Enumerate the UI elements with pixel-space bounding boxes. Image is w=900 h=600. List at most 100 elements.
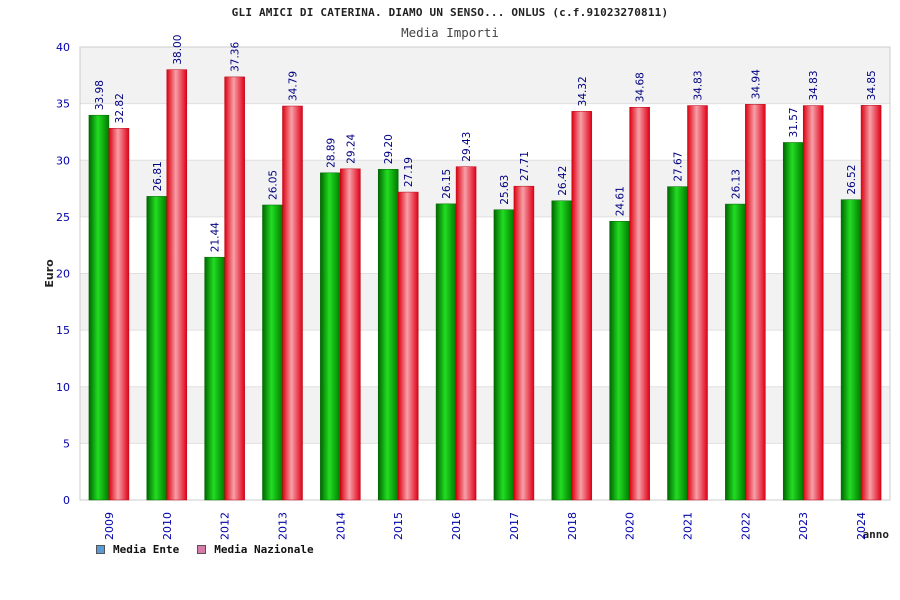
data-label: 27.19 xyxy=(403,157,415,187)
data-label: 34.79 xyxy=(288,71,300,101)
grid-band xyxy=(80,273,890,331)
x-tick-label: 2015 xyxy=(392,512,405,540)
grid-band xyxy=(80,443,890,500)
x-tick-label: 2014 xyxy=(334,512,347,540)
bar-media-nazionale xyxy=(802,105,824,501)
bar-media-nazionale xyxy=(166,69,188,501)
legend-swatch-nazionale xyxy=(197,545,207,554)
data-label: 24.61 xyxy=(615,186,627,216)
y-tick-label: 30 xyxy=(56,154,70,167)
bar-media-nazionale xyxy=(108,128,130,501)
x-tick-label: 2016 xyxy=(450,512,463,540)
data-label: 34.83 xyxy=(808,70,820,100)
y-tick-label: 40 xyxy=(56,41,70,54)
x-tick-label: 2018 xyxy=(566,512,579,540)
bar-media-ente xyxy=(667,186,688,501)
x-axis-label: anno xyxy=(863,528,890,541)
chart-title: GLI AMICI DI CATERINA. DIAMO UN SENSO...… xyxy=(231,6,669,19)
x-tick-label: 2017 xyxy=(508,512,521,540)
grid-band xyxy=(80,330,890,387)
legend-item-nazionale: Media Nazionale xyxy=(197,543,314,556)
grid-band xyxy=(80,160,890,217)
legend-label-nazionale: Media Nazionale xyxy=(214,543,314,556)
data-label: 26.42 xyxy=(557,166,569,196)
x-tick-label: 2020 xyxy=(624,512,637,540)
chart-subtitle: Media Importi xyxy=(401,25,499,40)
x-tick-label: 2013 xyxy=(277,512,290,540)
y-tick-label: 0 xyxy=(63,494,70,507)
bar-media-ente xyxy=(551,200,573,501)
bar-media-ente xyxy=(146,196,168,501)
bar-media-nazionale xyxy=(513,185,535,501)
data-label: 34.68 xyxy=(635,72,647,102)
bar-media-nazionale xyxy=(629,106,650,501)
data-label: 29.24 xyxy=(345,133,357,163)
data-label: 32.82 xyxy=(114,93,126,123)
bar-media-ente xyxy=(782,142,804,501)
bar-media-nazionale xyxy=(224,76,245,501)
grid-band xyxy=(80,386,890,444)
x-tick-label: 2023 xyxy=(797,512,810,540)
data-label: 34.32 xyxy=(577,76,589,106)
data-label: 27.71 xyxy=(519,151,531,181)
y-tick-label: 35 xyxy=(56,98,70,111)
x-tick-label: 2021 xyxy=(682,512,695,540)
bar-media-nazionale xyxy=(282,105,303,501)
x-tick-label: 2009 xyxy=(103,512,116,540)
bar-media-nazionale xyxy=(745,104,766,501)
data-label: 25.63 xyxy=(499,175,511,205)
bar-media-ente xyxy=(435,203,457,501)
bar-media-nazionale xyxy=(340,168,361,501)
bar-media-ente xyxy=(88,114,110,501)
data-label: 26.05 xyxy=(268,170,280,200)
legend-swatch-ente xyxy=(96,545,105,554)
y-tick-label: 10 xyxy=(56,381,70,394)
legend: Media Ente Media Nazionale xyxy=(96,543,314,556)
bar-media-ente xyxy=(377,169,399,501)
x-tick-label: 2024 xyxy=(855,512,868,540)
y-axis-label: Euro xyxy=(43,259,56,288)
bar-media-ente xyxy=(262,204,283,501)
data-label: 34.94 xyxy=(750,69,762,99)
grid-band xyxy=(80,216,890,274)
data-label: 34.83 xyxy=(693,70,705,100)
legend-item-ente: Media Ente xyxy=(96,543,179,556)
data-label: 27.67 xyxy=(673,152,685,182)
bar-media-nazionale xyxy=(455,166,477,501)
data-label: 37.36 xyxy=(230,42,242,72)
bar-media-nazionale xyxy=(687,105,708,501)
bar-media-nazionale xyxy=(860,105,882,501)
data-label: 26.13 xyxy=(730,169,742,199)
legend-label-ente: Media Ente xyxy=(113,543,180,556)
bar-media-ente xyxy=(204,256,225,501)
y-tick-label: 25 xyxy=(56,211,70,224)
bar-media-nazionale xyxy=(571,111,593,501)
y-tick-label: 15 xyxy=(56,324,70,337)
plot-frame xyxy=(79,46,891,501)
data-label: 21.44 xyxy=(210,222,222,252)
bar-media-ente xyxy=(725,203,746,501)
data-label: 29.43 xyxy=(461,132,473,162)
data-label: 38.00 xyxy=(172,35,184,65)
x-tick-label: 2012 xyxy=(219,512,232,540)
data-label: 26.15 xyxy=(441,169,453,199)
data-label: 29.20 xyxy=(383,134,395,164)
y-tick-label: 5 xyxy=(63,437,70,450)
bar-media-ente xyxy=(493,209,515,501)
x-tick-label: 2010 xyxy=(161,512,174,540)
y-tick-label: 20 xyxy=(56,268,70,281)
data-label: 28.89 xyxy=(325,138,337,168)
data-label: 33.98 xyxy=(94,80,106,110)
bar-media-ente xyxy=(320,172,341,501)
bar-media-ente xyxy=(840,199,862,501)
grid-band xyxy=(80,47,890,104)
data-label: 26.81 xyxy=(152,161,164,191)
x-tick-label: 2022 xyxy=(739,512,752,540)
data-label: 31.57 xyxy=(788,107,800,137)
data-label: 26.52 xyxy=(846,165,858,195)
bar-media-ente xyxy=(609,221,630,501)
data-label: 34.85 xyxy=(866,70,878,100)
grid-band xyxy=(80,103,890,161)
